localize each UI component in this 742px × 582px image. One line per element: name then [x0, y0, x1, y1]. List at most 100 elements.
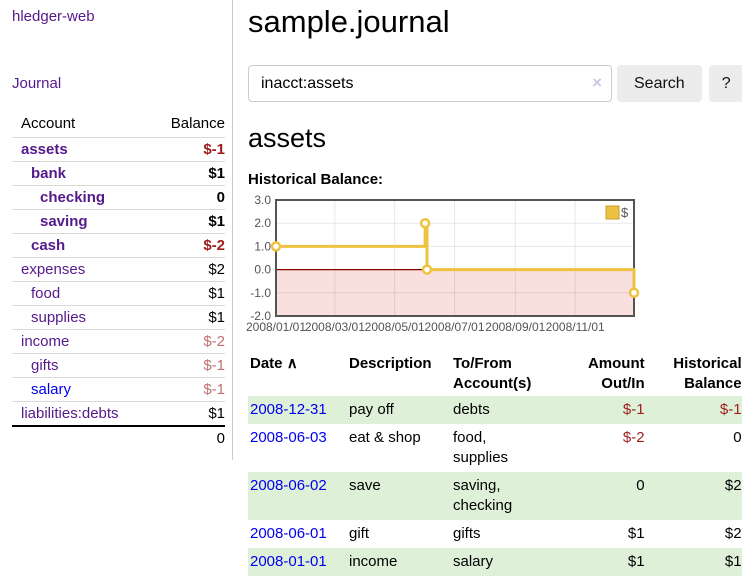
svg-text:3.0: 3.0 [254, 193, 271, 207]
account-link[interactable]: income [21, 333, 70, 350]
register-balance: $1 [724, 553, 742, 570]
svg-text:$: $ [621, 205, 629, 220]
svg-text:2008/05/01: 2008/05/01 [365, 320, 425, 334]
account-row: assets $-1 [12, 137, 225, 162]
register-date-link[interactable]: 2008-12-31 [250, 401, 327, 418]
account-row: liabilities:debts $1 [12, 401, 225, 426]
account-link[interactable]: saving [40, 213, 88, 230]
account-balance: $-2 [153, 329, 225, 354]
account-row: saving $1 [12, 209, 225, 234]
account-row: income $-2 [12, 329, 225, 354]
register-header-balance: Historical Balance [673, 355, 742, 392]
register-table: Date ∧ Description To/From Account(s) Am… [248, 352, 742, 576]
svg-text:-1.0: -1.0 [250, 286, 271, 300]
svg-text:2008/03/01: 2008/03/01 [305, 320, 365, 334]
svg-text:1.0: 1.0 [254, 239, 271, 253]
search-button[interactable]: Search [617, 65, 702, 102]
account-balance: $-1 [153, 353, 225, 378]
clear-search-icon[interactable]: × [592, 73, 602, 92]
accounts-header-account: Account [21, 115, 76, 132]
account-heading: assets [248, 123, 327, 153]
account-row: gifts $-1 [12, 353, 225, 378]
register-accounts: food, supplies [453, 429, 509, 466]
account-balance: $-1 [153, 137, 225, 162]
register-balance: $2 [724, 525, 742, 542]
page-title: sample.journal [248, 4, 450, 39]
svg-text:2008/01/01: 2008/01/01 [246, 320, 306, 334]
account-link[interactable]: expenses [21, 261, 86, 278]
help-button[interactable]: ? [708, 65, 742, 102]
search-form: × Search ? [248, 65, 742, 102]
account-row: checking 0 [12, 185, 225, 210]
account-row: salary $-1 [12, 377, 225, 402]
account-link[interactable]: checking [40, 189, 106, 206]
account-link[interactable]: gifts [31, 357, 59, 374]
accounts-table: Account Balance assets $-1 bank $1 checking 0… [12, 112, 225, 450]
register-date-link[interactable]: 2008-01-01 [250, 553, 327, 570]
register-description: pay off [349, 401, 394, 418]
sort-ascending-icon: ∧ [286, 355, 298, 372]
journal-link[interactable]: Journal [12, 75, 62, 92]
register-amount: 0 [636, 477, 645, 494]
accounts-header-balance: Balance [170, 115, 225, 132]
register-header-row: Date ∧ Description To/From Account(s) Am… [248, 352, 742, 396]
register-header-description: Description [349, 355, 432, 372]
accounts-total-row: 0 [12, 425, 225, 450]
app-title-link[interactable]: hledger-web [12, 8, 95, 25]
account-balance: $1 [153, 281, 225, 306]
svg-text:2008/07/01: 2008/07/01 [424, 320, 484, 334]
historical-balance-chart: $3.0 2.0 1.0 0.0 -1.0 -2.0 2008/01/01 2008/03/0… [246, 193, 742, 340]
register-row: 2008-12-31 pay off debts $-1 $-1 [248, 396, 742, 424]
svg-text:2008/09/01: 2008/09/01 [485, 320, 545, 334]
register-balance: 0 [733, 429, 742, 446]
register-amount: $1 [627, 525, 645, 542]
register-row: 2008-06-03 eat & shop food, supplies $-2 0 [248, 424, 742, 472]
svg-text:2008/11/01: 2008/11/01 [546, 320, 605, 334]
search-input-wrap: × [248, 65, 612, 102]
register-description: income [349, 553, 398, 570]
svg-text:0.0: 0.0 [254, 263, 271, 277]
register-description: gift [349, 525, 370, 542]
svg-text:-2.0: -2.0 [250, 309, 271, 323]
account-link[interactable]: supplies [31, 309, 87, 326]
account-balance: $2 [153, 257, 225, 282]
register-date-link[interactable]: 2008-06-03 [250, 429, 327, 446]
account-row: expenses $2 [12, 257, 225, 282]
account-balance: 0 [153, 185, 225, 210]
account-balance: $-2 [153, 233, 225, 258]
svg-text:2.0: 2.0 [254, 216, 271, 230]
main-content: sample.journal × Search ? assets Histori… [233, 0, 742, 582]
register-balance: $-1 [719, 401, 742, 418]
chart-label: Historical Balance: [248, 171, 384, 188]
account-balance: $-1 [153, 377, 225, 402]
register-row: 2008-06-02 save saving, checking 0 $2 [248, 472, 742, 520]
register-header-accounts: To/From Account(s) [453, 355, 532, 392]
account-link[interactable]: bank [31, 165, 67, 182]
register-description: save [349, 477, 381, 494]
account-link[interactable]: salary [31, 381, 72, 398]
register-row: 2008-01-01 income salary $1 $1 [248, 548, 742, 576]
register-description: eat & shop [349, 429, 421, 446]
account-link[interactable]: liabilities:debts [21, 405, 119, 422]
account-link[interactable]: cash [31, 237, 66, 254]
accounts-total-value: 0 [153, 425, 225, 450]
register-date-link[interactable]: 2008-06-01 [250, 525, 327, 542]
register-header-date[interactable]: Date ∧ [250, 355, 298, 372]
account-link[interactable]: assets [21, 141, 68, 158]
register-accounts: saving, checking [453, 477, 513, 514]
account-row: supplies $1 [12, 305, 225, 330]
sidebar: hledger-web Journal Account Balance asse… [0, 0, 233, 460]
search-input[interactable] [248, 65, 612, 102]
register-date-link[interactable]: 2008-06-02 [250, 477, 327, 494]
account-balance: $1 [153, 305, 225, 330]
register-row: 2008-06-01 gift gifts $1 $2 [248, 520, 742, 548]
register-header-amount: Amount Out/In [587, 355, 645, 392]
register-accounts: debts [453, 401, 490, 418]
register-accounts: salary [453, 553, 494, 570]
register-balance: $2 [724, 477, 742, 494]
register-amount: $-1 [622, 401, 645, 418]
account-link[interactable]: food [31, 285, 61, 302]
register-amount: $-2 [622, 429, 645, 446]
account-row: food $1 [12, 281, 225, 306]
